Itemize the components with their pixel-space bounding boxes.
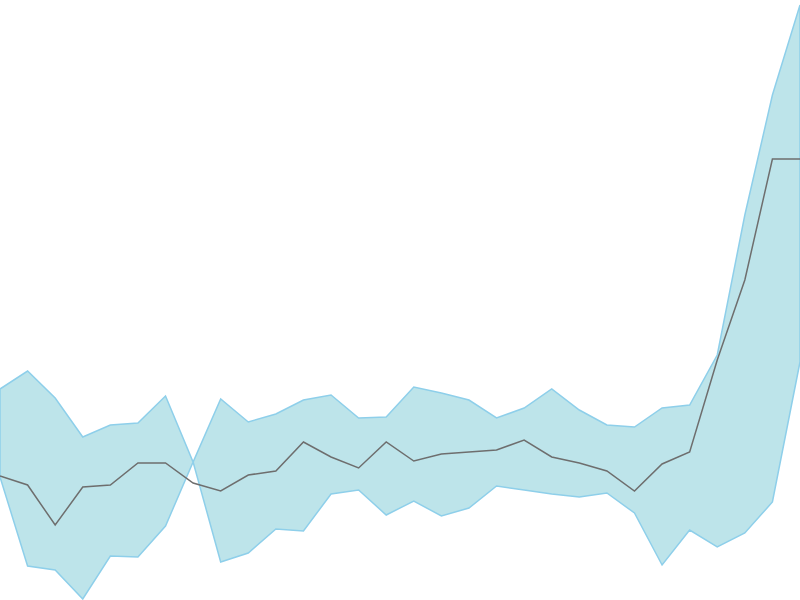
plot-area: [0, 5, 800, 599]
chart: [0, 0, 800, 600]
line: [0, 159, 800, 525]
confidence-band: [0, 5, 800, 599]
